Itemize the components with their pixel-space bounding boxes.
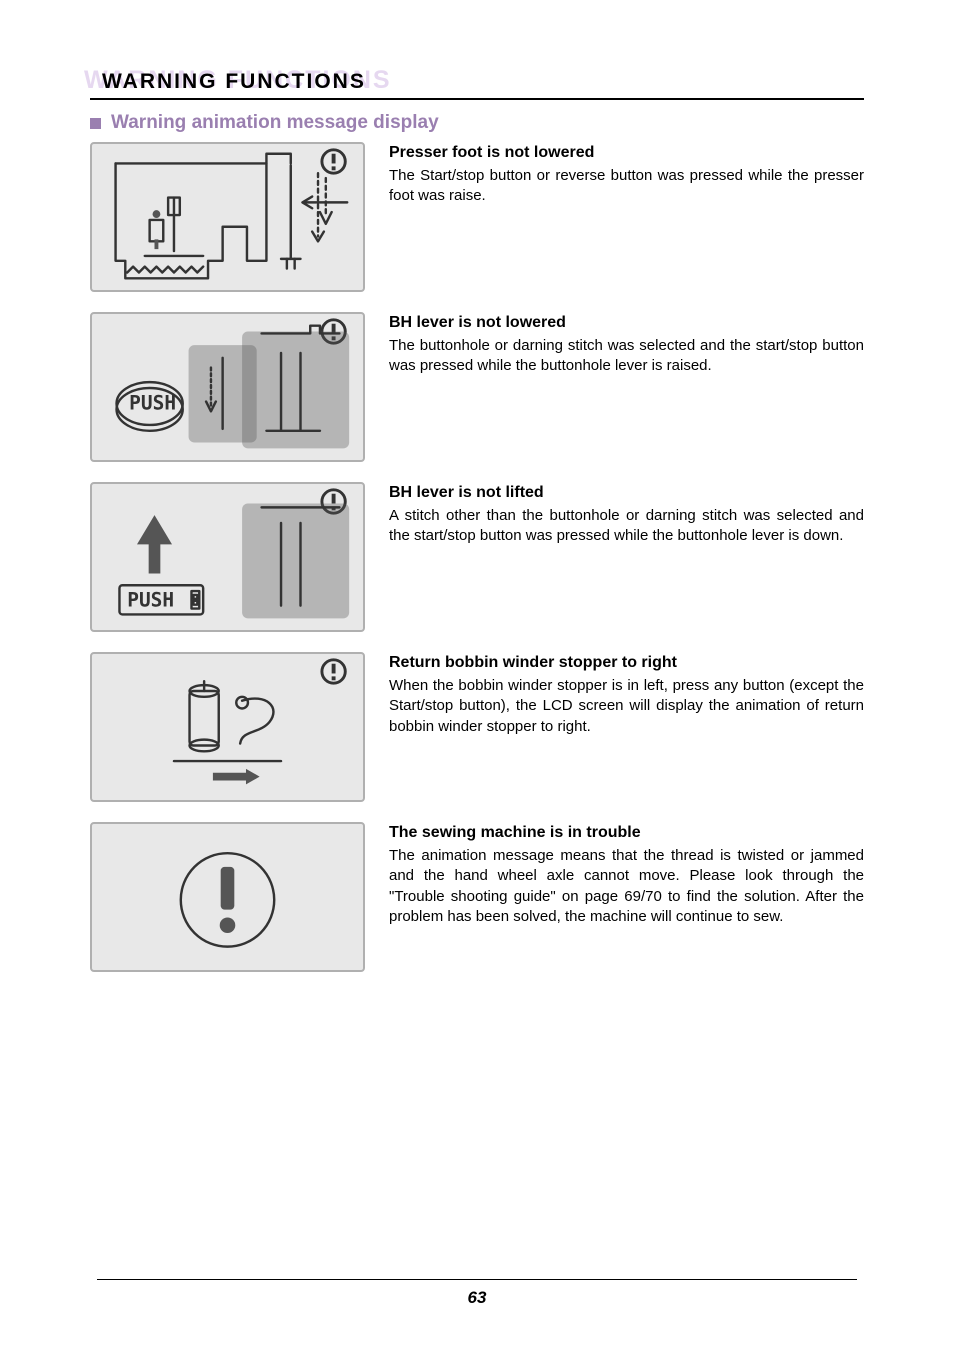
- page: WARNING FUNCTIONS WARNING FUNCTIONS Warn…: [0, 0, 954, 1348]
- warning-thumbnail-trouble: [90, 822, 365, 972]
- warning-desc: BH lever is not lifted A stitch other th…: [389, 482, 864, 547]
- warning-title: BH lever is not lowered: [389, 314, 864, 332]
- warning-desc: Return bobbin winder stopper to right Wh…: [389, 652, 864, 737]
- warning-body: The buttonhole or darning stitch was sel…: [389, 336, 864, 377]
- page-header: WARNING FUNCTIONS WARNING FUNCTIONS: [90, 70, 864, 100]
- warning-desc: BH lever is not lowered The buttonhole o…: [389, 312, 864, 377]
- warning-title: Presser foot is not lowered: [389, 144, 864, 162]
- warning-row: Presser foot is not lowered The Start/st…: [90, 142, 864, 292]
- warning-body: The Start/stop button or reverse button …: [389, 166, 864, 207]
- warning-body: The animation message means that the thr…: [389, 846, 864, 927]
- warning-thumbnail-bobbin: [90, 652, 365, 802]
- subheading: Warning animation message display: [90, 112, 864, 134]
- title-main: WARNING FUNCTIONS: [90, 70, 864, 100]
- warning-title: Return bobbin winder stopper to right: [389, 654, 864, 672]
- page-number: 63: [97, 1279, 857, 1308]
- warning-row: PUSH BH lever is not lowered The buttonh…: [90, 312, 864, 462]
- warning-title: BH lever is not lifted: [389, 484, 864, 502]
- warning-desc: The sewing machine is in trouble The ani…: [389, 822, 864, 927]
- warning-body: A stitch other than the buttonhole or da…: [389, 506, 864, 547]
- warning-desc: Presser foot is not lowered The Start/st…: [389, 142, 864, 207]
- warning-row: The sewing machine is in trouble The ani…: [90, 822, 864, 972]
- warning-title: The sewing machine is in trouble: [389, 824, 864, 842]
- subheading-bullet-icon: [90, 118, 101, 129]
- subheading-text: Warning animation message display: [111, 112, 439, 134]
- warning-thumbnail-presser-foot: [90, 142, 365, 292]
- warning-row: Return bobbin winder stopper to right Wh…: [90, 652, 864, 802]
- svg-text:PUSH: PUSH: [129, 391, 176, 414]
- warning-body: When the bobbin winder stopper is in lef…: [389, 676, 864, 737]
- warning-thumbnail-bh-lower: PUSH: [90, 312, 365, 462]
- svg-text:PUSH: PUSH: [127, 589, 174, 612]
- warning-thumbnail-bh-lift: PUSH: [90, 482, 365, 632]
- warning-row: PUSH BH lever is not lifted A stitch oth…: [90, 482, 864, 632]
